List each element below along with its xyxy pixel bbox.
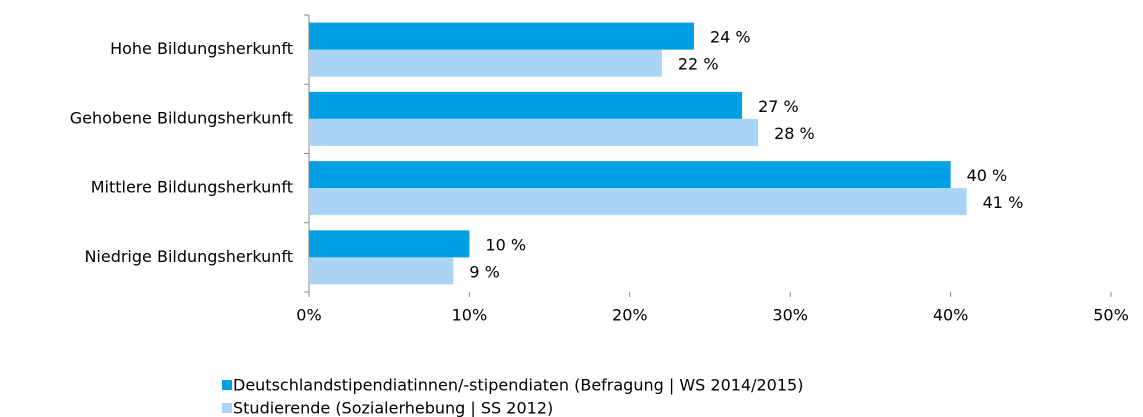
bar (309, 188, 967, 216)
data-label: 28 % (774, 124, 815, 143)
x-tick-label: 30% (772, 306, 808, 325)
bar (309, 161, 951, 189)
data-label: 10 % (485, 235, 526, 254)
bar (309, 230, 470, 258)
y-tick-label: Mittlere Bildungsherkunft (91, 178, 293, 197)
data-label: 9 % (469, 262, 499, 281)
y-tick-label: Niedrige Bildungsherkunft (84, 247, 293, 266)
x-tick-label: 10% (452, 306, 488, 325)
y-tick-label: Hohe Bildungsherkunft (110, 39, 293, 58)
bar (309, 49, 662, 77)
x-tick-label: 0% (296, 306, 321, 325)
x-tick-label: 40% (933, 306, 969, 325)
bar (309, 257, 454, 285)
legend-label: Studierende (Sozialerhebung | SS 2012) (233, 399, 553, 417)
y-tick-label: Gehobene Bildungsherkunft (70, 108, 293, 127)
bar (309, 91, 743, 119)
legend-swatch (222, 380, 232, 390)
bar (309, 118, 759, 146)
data-label: 27 % (758, 97, 799, 116)
legend-label: Deutschlandstipendiatinnen/-stipendiaten… (233, 376, 803, 395)
bar (309, 22, 694, 50)
data-label: 22 % (678, 55, 719, 74)
data-label: 41 % (983, 193, 1024, 212)
x-tick-label: 20% (612, 306, 648, 325)
legend-swatch (222, 403, 232, 413)
x-tick-label: 50% (1093, 306, 1129, 325)
data-label: 24 % (710, 28, 751, 47)
data-label: 40 % (967, 166, 1008, 185)
